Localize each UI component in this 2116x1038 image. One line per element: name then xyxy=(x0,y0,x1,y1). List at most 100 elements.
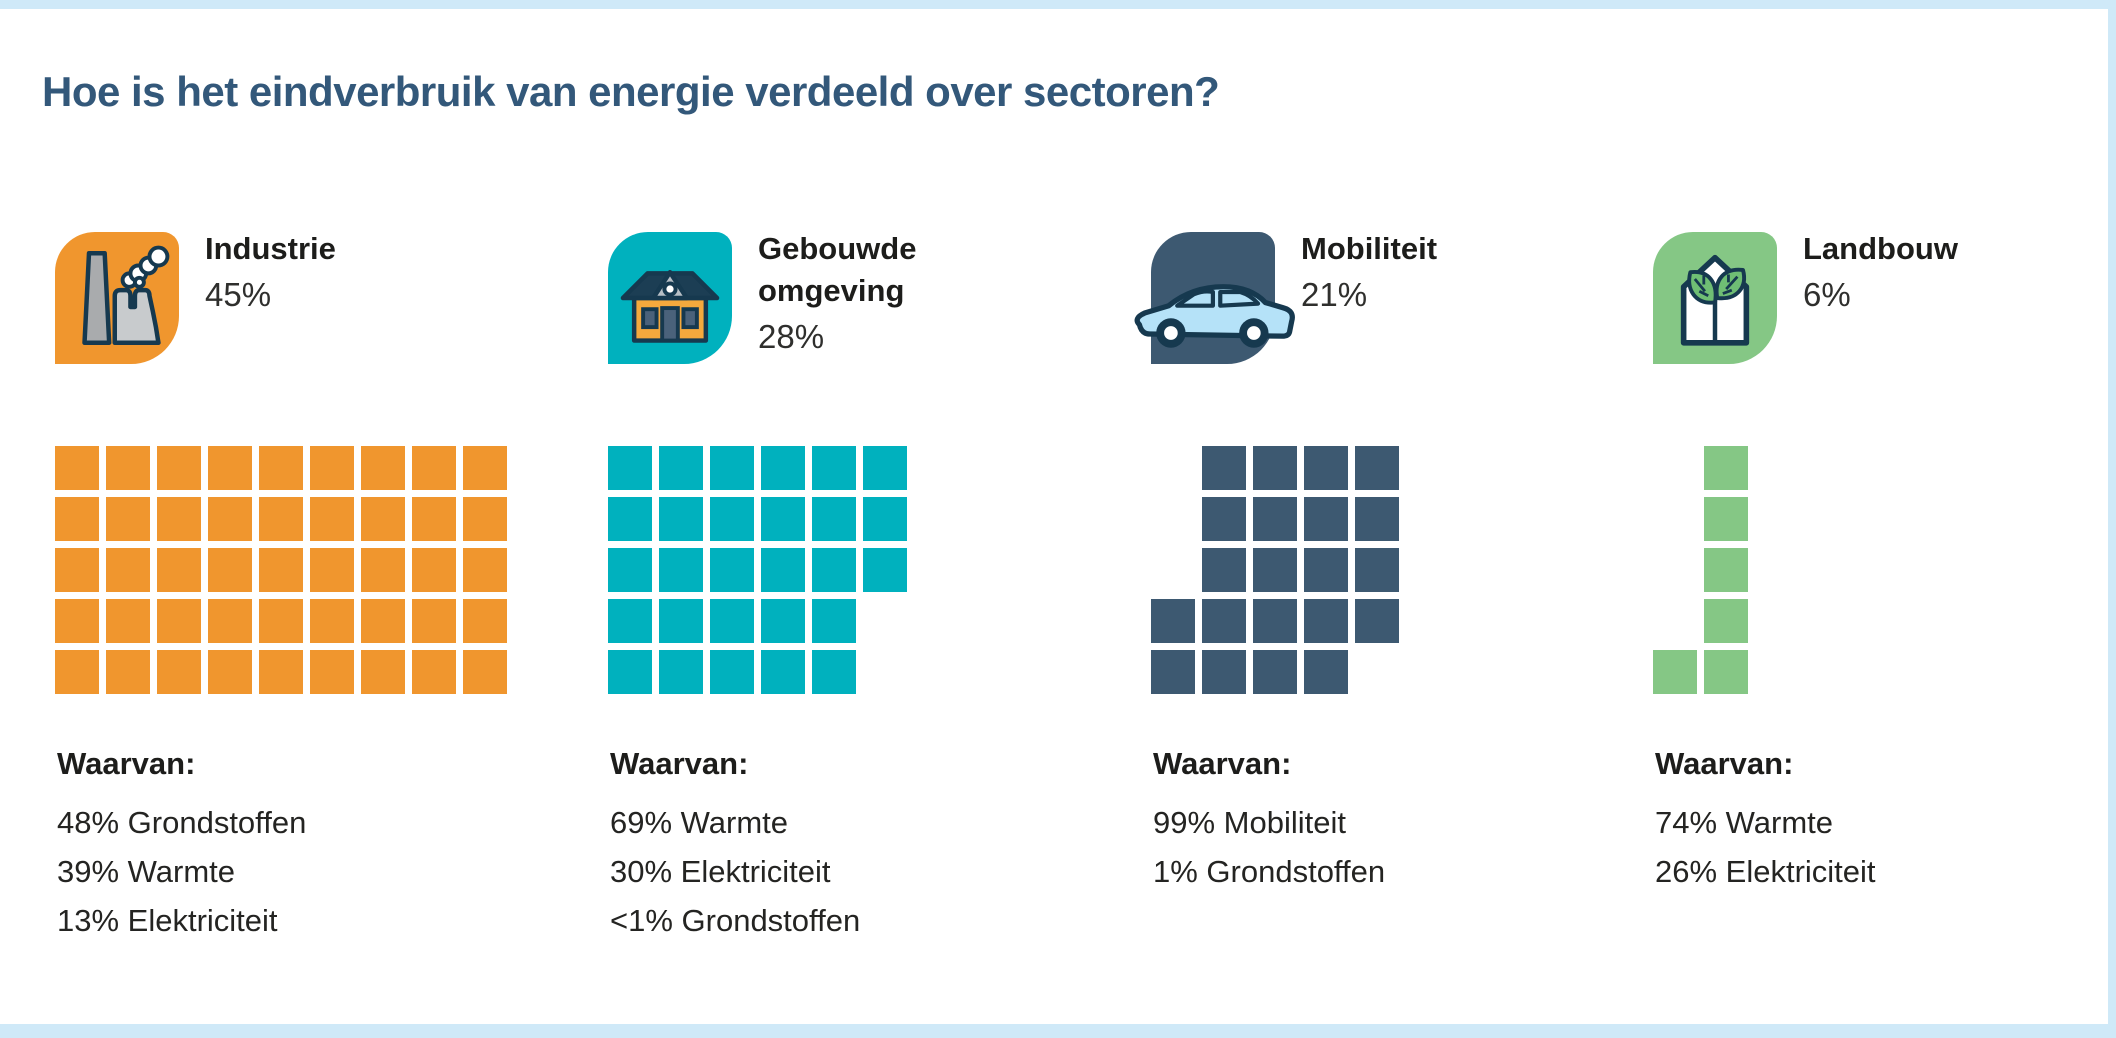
waffle-cell xyxy=(761,446,805,490)
waffle-cell xyxy=(659,497,703,541)
greenhouse-icon xyxy=(1653,232,1777,364)
sector-percent: 21% xyxy=(1301,276,1368,313)
waffle-cell xyxy=(463,599,507,643)
waffle-chart-gebouwde-omgeving xyxy=(608,446,907,694)
waffle-cell xyxy=(710,548,754,592)
waffle-cell xyxy=(812,446,856,490)
breakdown-list: 99% Mobiliteit 1% Grondstoffen xyxy=(1153,798,1385,896)
waffle-cell xyxy=(412,446,456,490)
waffle-cell xyxy=(1202,599,1246,643)
waffle-cell xyxy=(208,650,252,694)
sector-name: Mobiliteit xyxy=(1301,231,1438,266)
waffle-cell xyxy=(259,548,303,592)
waffle-cell xyxy=(412,650,456,694)
sector-percent: 28% xyxy=(758,318,825,355)
waffle-cell xyxy=(157,548,201,592)
waffle-cell xyxy=(259,446,303,490)
waffle-cell xyxy=(1355,446,1399,490)
waffle-cell xyxy=(1202,446,1246,490)
waffle-cell xyxy=(1304,650,1348,694)
sector-name: Industrie xyxy=(205,231,336,266)
waffle-cell xyxy=(1704,650,1748,694)
waffle-cell xyxy=(463,497,507,541)
breakdown-title: Waarvan: xyxy=(610,746,749,781)
waffle-cell xyxy=(157,650,201,694)
greenhouse-icon xyxy=(1680,254,1750,346)
waffle-cell xyxy=(608,650,652,694)
waffle-cell xyxy=(106,497,150,541)
waffle-cell xyxy=(463,548,507,592)
breakdown-title: Waarvan: xyxy=(1655,746,1794,781)
factory-icon xyxy=(55,232,179,364)
waffle-cell xyxy=(1653,497,1697,541)
waffle-cell xyxy=(55,497,99,541)
waffle-cell xyxy=(863,548,907,592)
waffle-cell xyxy=(463,650,507,694)
waffle-cell xyxy=(1704,599,1748,643)
waffle-cell xyxy=(1355,548,1399,592)
sector-name: Gebouwde omgeving xyxy=(758,231,917,308)
waffle-cell xyxy=(106,446,150,490)
waffle-cell xyxy=(1253,599,1297,643)
waffle-cell xyxy=(1704,548,1748,592)
waffle-cell xyxy=(659,446,703,490)
waffle-cell xyxy=(812,599,856,643)
waffle-cell xyxy=(1653,548,1697,592)
waffle-cell xyxy=(157,497,201,541)
breakdown-item: 30% Elektriciteit xyxy=(610,854,831,889)
waffle-cell xyxy=(863,497,907,541)
waffle-cell xyxy=(157,446,201,490)
waffle-cell xyxy=(812,650,856,694)
waffle-cell xyxy=(1304,548,1348,592)
waffle-chart-industrie xyxy=(55,446,507,694)
waffle-cell xyxy=(659,599,703,643)
sector-mobiliteit: Mobiliteit 21% Waarvan: 99% Mobiliteit 1… xyxy=(1134,0,1671,1038)
waffle-cell xyxy=(1253,497,1297,541)
waffle-cell xyxy=(55,650,99,694)
waffle-cell xyxy=(106,599,150,643)
waffle-cell xyxy=(863,599,907,643)
car-icon xyxy=(1134,284,1295,348)
waffle-cell xyxy=(1304,497,1348,541)
waffle-cell xyxy=(1253,650,1297,694)
waffle-cell xyxy=(208,599,252,643)
waffle-cell xyxy=(1202,497,1246,541)
breakdown-list: 69% Warmte 30% Elektriciteit <1% Grondst… xyxy=(610,798,860,945)
waffle-cell xyxy=(55,599,99,643)
frame-right xyxy=(2108,0,2116,1038)
page-title: Hoe is het eindverbruik van energie verd… xyxy=(42,68,1220,116)
waffle-cell xyxy=(1653,599,1697,643)
factory-icon xyxy=(82,245,170,346)
waffle-cell xyxy=(1653,650,1697,694)
waffle-cell xyxy=(1304,599,1348,643)
waffle-cell xyxy=(310,599,354,643)
breakdown-item: 1% Grondstoffen xyxy=(1153,854,1386,889)
breakdown-item: 26% Elektriciteit xyxy=(1655,854,1876,889)
waffle-cell xyxy=(761,548,805,592)
waffle-cell xyxy=(1253,446,1297,490)
waffle-cell xyxy=(1202,548,1246,592)
waffle-cell xyxy=(608,497,652,541)
waffle-cell xyxy=(761,599,805,643)
house-icon xyxy=(620,270,720,343)
waffle-cell xyxy=(310,650,354,694)
waffle-cell xyxy=(710,650,754,694)
waffle-cell xyxy=(1151,650,1195,694)
waffle-cell xyxy=(1202,650,1246,694)
waffle-cell xyxy=(761,497,805,541)
waffle-cell xyxy=(1304,446,1348,490)
waffle-cell xyxy=(361,599,405,643)
waffle-cell xyxy=(208,548,252,592)
waffle-cell xyxy=(55,548,99,592)
breakdown-item: 74% Warmte xyxy=(1655,805,1834,840)
waffle-cell xyxy=(106,650,150,694)
breakdown-item: <1% Grondstoffen xyxy=(610,903,861,938)
waffle-cell xyxy=(812,548,856,592)
sector-name: Landbouw xyxy=(1803,231,1958,266)
waffle-cell xyxy=(710,446,754,490)
car-icon xyxy=(1134,232,1295,364)
sector-percent: 45% xyxy=(205,276,272,313)
breakdown-item: 39% Warmte xyxy=(57,854,236,889)
waffle-cell xyxy=(608,548,652,592)
waffle-cell xyxy=(412,599,456,643)
